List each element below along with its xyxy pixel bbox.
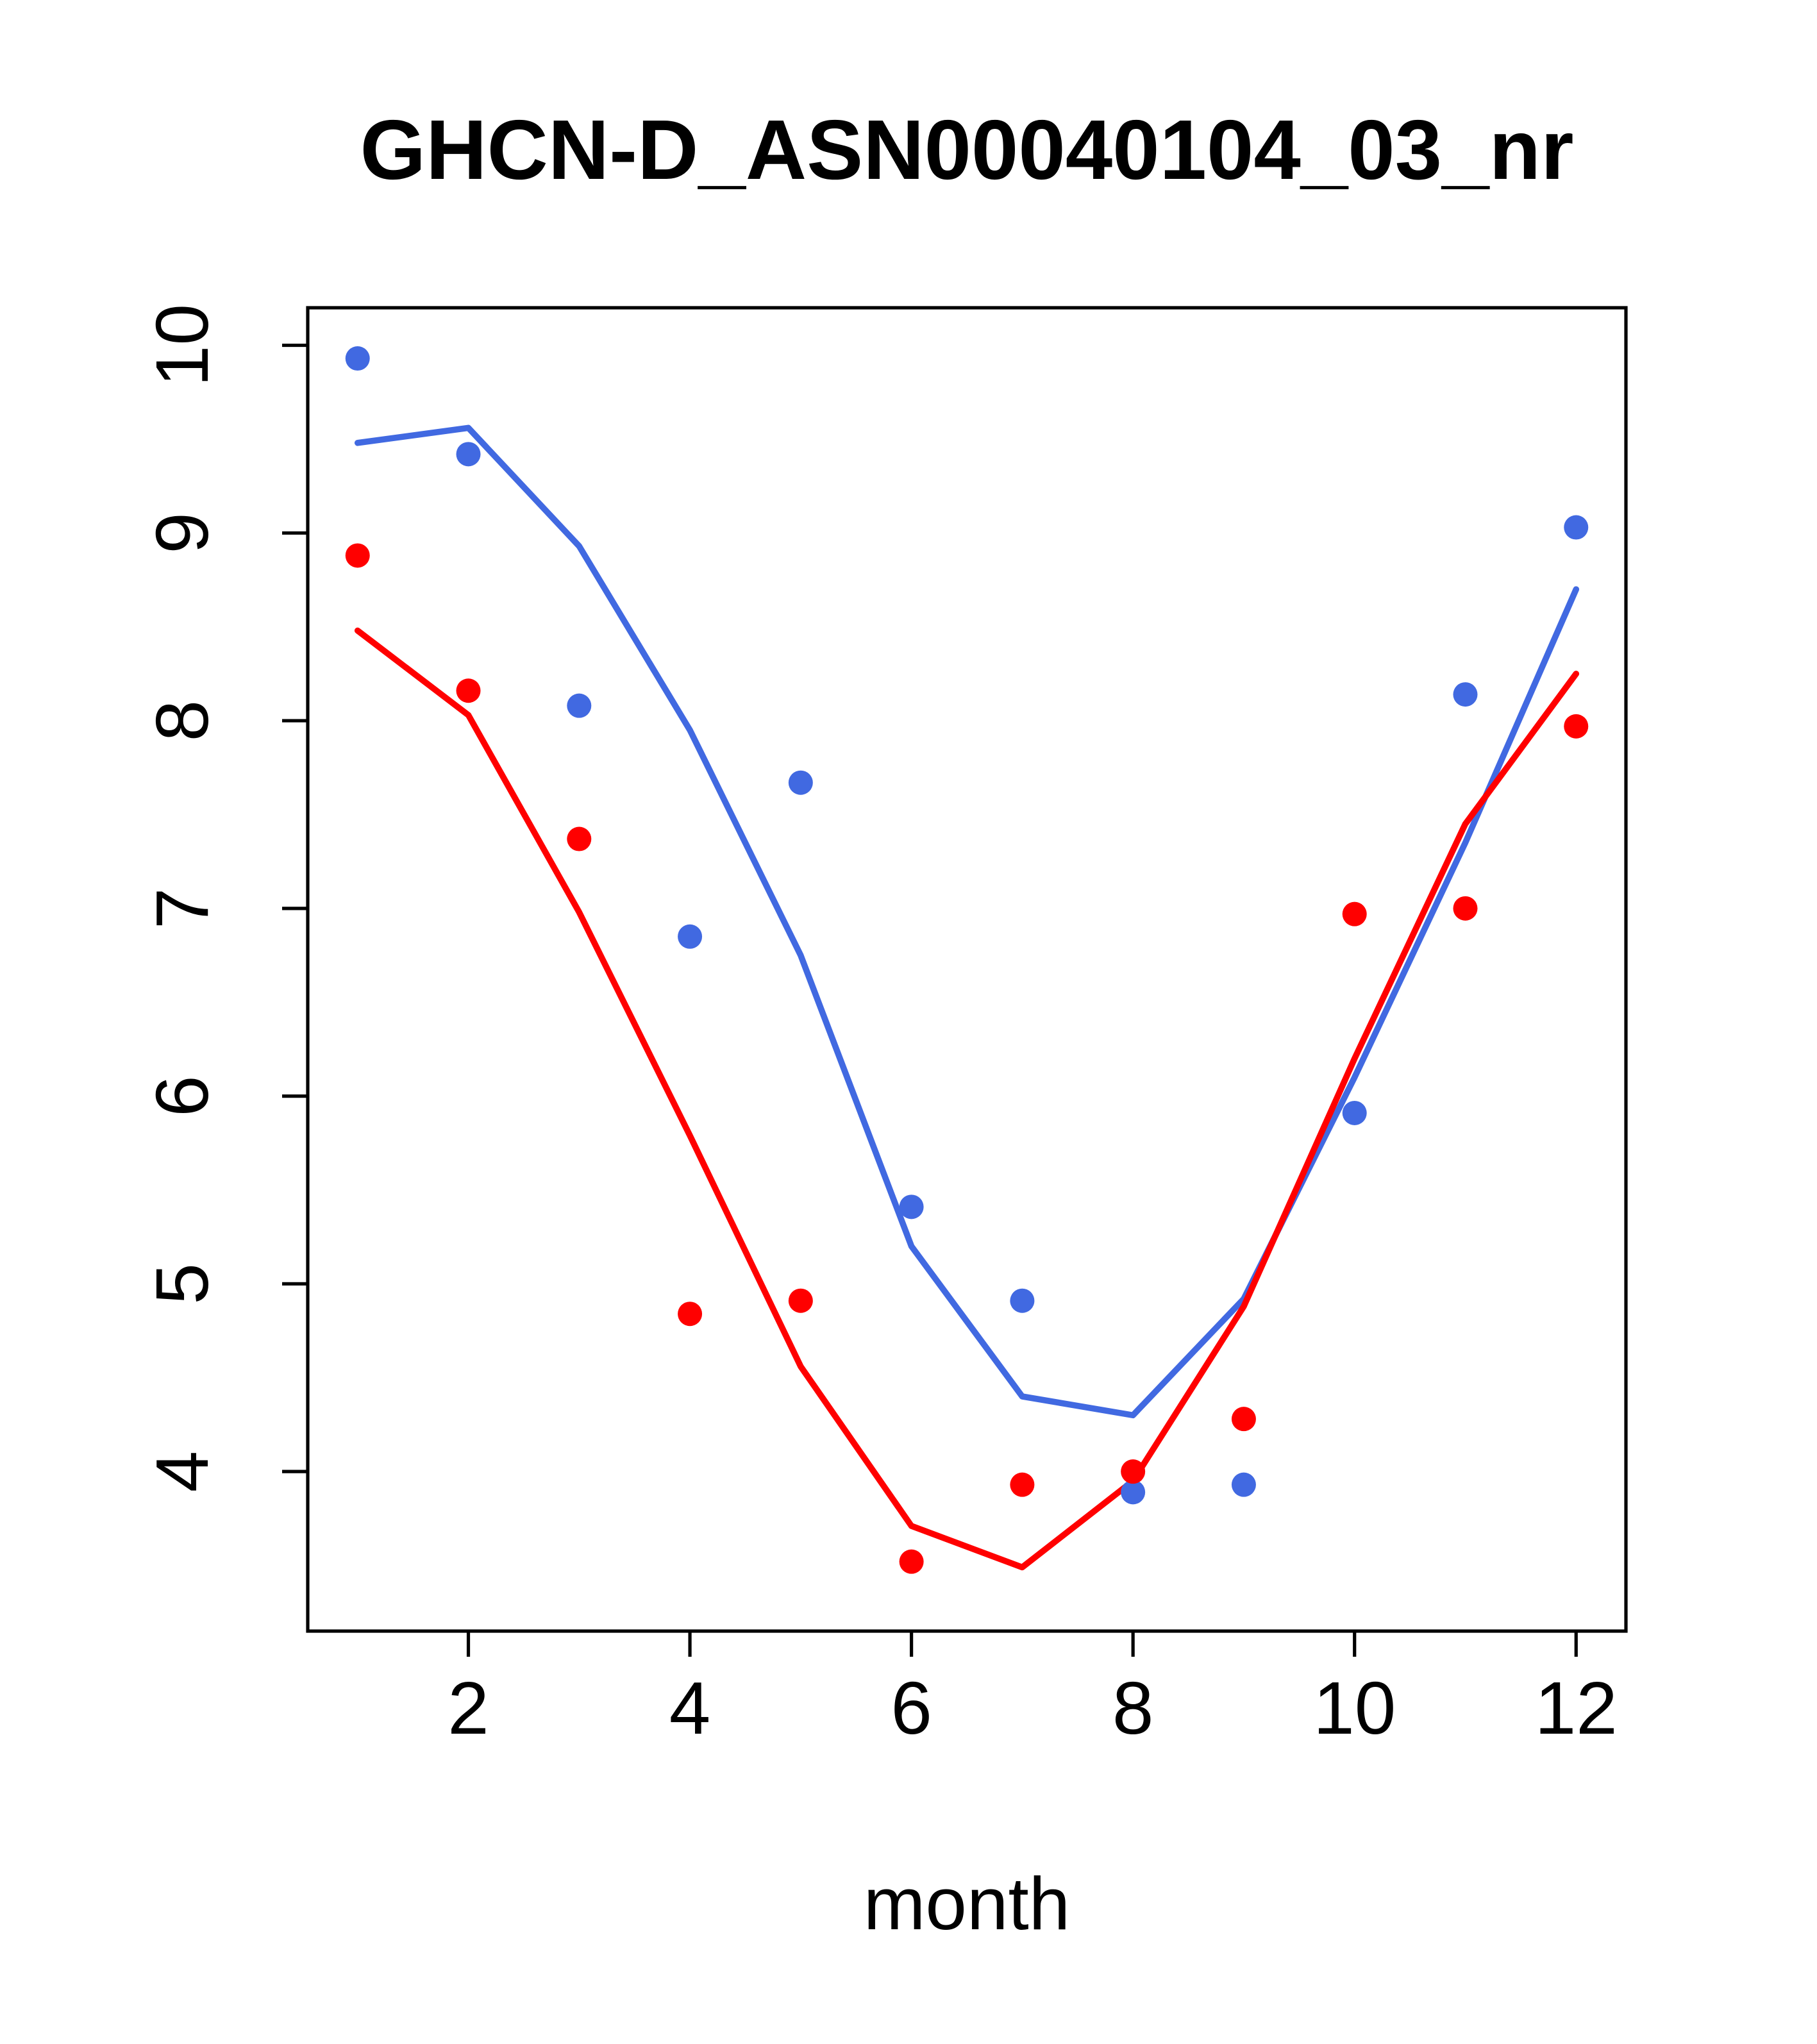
- blue-observed-points-marker: [1342, 1100, 1367, 1125]
- x-tick-label: 10: [1313, 1666, 1396, 1750]
- red-fitted-line: [354, 627, 1580, 1571]
- x-tick-label: 12: [1535, 1666, 1618, 1750]
- red-observed-points-marker: [678, 1302, 703, 1327]
- y-tick-label: 10: [140, 304, 224, 387]
- blue-observed-points-marker: [567, 693, 592, 718]
- blue-observed-points-marker: [1121, 1480, 1146, 1505]
- y-tick-label: 9: [140, 512, 224, 554]
- y-tick-label: 6: [140, 1075, 224, 1117]
- blue-observed-points-marker: [345, 346, 370, 371]
- x-tick-label: 4: [669, 1666, 711, 1750]
- red-observed-points-marker: [456, 678, 481, 703]
- red-observed-points-marker: [567, 826, 592, 851]
- red-observed-points-marker: [1010, 1472, 1035, 1497]
- red-observed-points-marker: [345, 543, 370, 568]
- blue-observed-points-marker: [1010, 1288, 1035, 1313]
- x-tick-label: 6: [891, 1666, 932, 1750]
- red-observed-points-marker: [1231, 1407, 1256, 1432]
- red-observed-points-marker: [1121, 1459, 1146, 1484]
- red-observed-points-marker: [899, 1549, 924, 1574]
- red-observed-points-marker: [788, 1288, 813, 1313]
- blue-observed-points-marker: [1231, 1472, 1256, 1497]
- plot-border: [306, 306, 1628, 1633]
- y-tick-label: 8: [140, 700, 224, 742]
- x-tick-label: 8: [1112, 1666, 1154, 1750]
- blue-observed-points-marker: [1564, 515, 1589, 540]
- y-tick-label: 7: [140, 888, 224, 930]
- x-axis-label: month: [863, 1862, 1071, 1945]
- y-tick-label: 4: [140, 1451, 224, 1493]
- blue-observed-points-marker: [456, 442, 481, 467]
- y-tick-label: 5: [140, 1263, 224, 1305]
- blue-observed-points-marker: [788, 770, 813, 795]
- blue-observed-points-marker: [1453, 682, 1478, 707]
- blue-fitted-line: [354, 424, 1580, 1419]
- red-observed-points-marker: [1564, 714, 1589, 739]
- red-observed-points-marker: [1453, 896, 1478, 921]
- blue-observed-points-marker: [899, 1194, 924, 1219]
- blue-observed-points-marker: [678, 924, 703, 949]
- red-observed-points-marker: [1342, 901, 1367, 926]
- chart-title: GHCN-D_ASN00040104_03_nr: [360, 103, 1574, 197]
- x-tick-label: 2: [448, 1666, 489, 1750]
